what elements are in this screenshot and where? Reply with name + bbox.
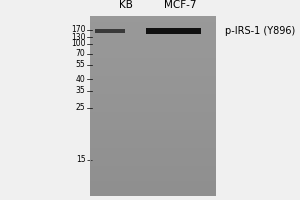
Bar — [90, 109, 216, 112]
Text: KB: KB — [119, 0, 133, 10]
Bar — [90, 112, 216, 115]
Bar — [90, 133, 216, 136]
Bar — [90, 55, 216, 58]
Bar — [90, 88, 216, 91]
Bar — [90, 106, 216, 109]
Bar — [90, 82, 216, 85]
Bar — [90, 34, 216, 37]
Text: 40: 40 — [76, 74, 85, 84]
Bar — [90, 16, 216, 19]
Bar — [90, 91, 216, 94]
Bar — [90, 58, 216, 61]
Bar — [90, 67, 216, 70]
Bar — [90, 151, 216, 154]
Text: p-IRS-1 (Y896): p-IRS-1 (Y896) — [225, 26, 295, 36]
Bar — [90, 139, 216, 142]
Bar — [90, 40, 216, 43]
Bar — [90, 163, 216, 166]
Bar — [90, 172, 216, 175]
Bar — [90, 181, 216, 184]
Bar — [90, 193, 216, 196]
Text: MCF-7: MCF-7 — [164, 0, 196, 10]
Bar — [90, 169, 216, 172]
Bar — [90, 118, 216, 121]
Bar — [90, 52, 216, 55]
Bar — [90, 49, 216, 52]
Text: 15: 15 — [76, 156, 86, 164]
Bar — [90, 187, 216, 190]
Text: 100: 100 — [71, 39, 85, 48]
Bar — [90, 145, 216, 148]
Bar — [90, 127, 216, 130]
Bar — [90, 61, 216, 64]
Bar — [90, 94, 216, 97]
Bar — [146, 28, 201, 33]
Bar — [90, 79, 216, 82]
Bar — [90, 70, 216, 73]
Bar — [90, 124, 216, 127]
Bar — [90, 103, 216, 106]
Bar — [90, 157, 216, 160]
Bar — [90, 121, 216, 124]
Bar — [90, 115, 216, 118]
Bar — [90, 175, 216, 178]
Text: 35: 35 — [76, 86, 85, 95]
Bar — [90, 178, 216, 181]
Bar — [90, 97, 216, 100]
Bar — [90, 43, 216, 46]
Bar — [90, 37, 216, 40]
Bar — [90, 136, 216, 139]
Text: 55: 55 — [76, 60, 85, 69]
Bar — [90, 142, 216, 145]
Bar — [90, 28, 216, 31]
Bar — [90, 46, 216, 49]
Bar — [90, 73, 216, 76]
Bar — [90, 31, 216, 34]
Bar — [90, 85, 216, 88]
Bar — [90, 64, 216, 67]
Bar — [90, 19, 216, 22]
Bar — [90, 148, 216, 151]
Bar — [90, 22, 216, 25]
Text: 70: 70 — [76, 49, 85, 58]
Text: 170: 170 — [71, 25, 85, 34]
Text: 25: 25 — [76, 103, 86, 112]
Bar — [90, 76, 216, 79]
Bar — [90, 184, 216, 187]
Bar — [90, 100, 216, 103]
Text: 130: 130 — [71, 32, 85, 42]
Bar — [90, 25, 216, 28]
Bar — [90, 154, 216, 157]
Bar — [90, 160, 216, 163]
Bar — [90, 130, 216, 133]
Bar — [94, 29, 124, 33]
Bar — [90, 190, 216, 193]
Bar — [90, 166, 216, 169]
